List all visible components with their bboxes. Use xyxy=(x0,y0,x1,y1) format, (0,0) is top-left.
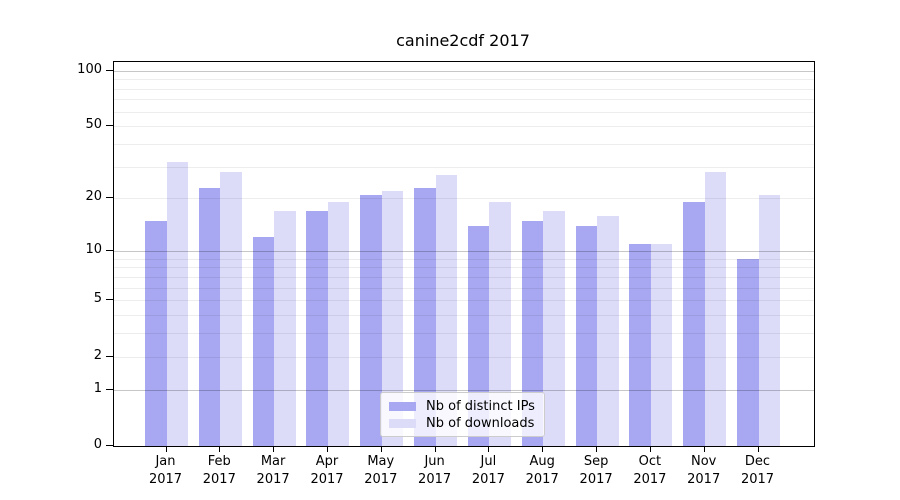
chart-title: canine2cdf 2017 xyxy=(396,31,530,50)
x-tick-mark-aug xyxy=(542,446,544,452)
gridline-10 xyxy=(114,251,814,252)
x-tick-label-jan: Jan 2017 xyxy=(148,454,183,487)
y-tick-label-20: 20 xyxy=(85,189,102,205)
bar-distinct-ips-oct xyxy=(629,243,651,446)
y-tick-mark-100 xyxy=(106,69,113,71)
gridline-4 xyxy=(114,315,814,317)
legend-entry-distinct-ips: Nb of distinct IPs xyxy=(381,398,544,414)
bar-distinct-ips-may xyxy=(360,194,382,446)
x-tick-mark-sep xyxy=(596,446,598,452)
x-tick-label-aug: Aug 2017 xyxy=(525,454,559,487)
gridline-30 xyxy=(114,166,814,168)
bar-distinct-ips-sep xyxy=(575,225,598,446)
x-tick-mark-jul xyxy=(488,446,490,452)
gridline-6 xyxy=(114,287,814,289)
bar-downloads-jun xyxy=(435,175,458,446)
x-tick-label-dec: Dec 2017 xyxy=(740,454,775,487)
legend-swatch-distinct-ips-icon xyxy=(389,401,416,411)
x-tick-label-apr: Apr 2017 xyxy=(310,454,344,487)
y-tick-label-5: 5 xyxy=(93,291,102,307)
bar-distinct-ips-jul xyxy=(467,225,490,446)
bar-downloads-mar xyxy=(274,210,296,446)
bar-distinct-ips-dec xyxy=(737,258,759,446)
y-tick-mark-1 xyxy=(106,388,113,390)
legend-swatch-downloads-icon xyxy=(389,418,416,428)
x-tick-mark-nov xyxy=(703,446,705,452)
x-tick-mark-jan xyxy=(165,446,167,452)
y-tick-label-50: 50 xyxy=(85,117,102,133)
bars-layer xyxy=(114,62,814,446)
y-tick-mark-0 xyxy=(106,445,113,446)
y-tick-label-10: 10 xyxy=(85,242,102,257)
x-tick-mark-mar xyxy=(273,446,275,452)
y-tick-label-1: 1 xyxy=(93,380,102,396)
y-tick-mark-20 xyxy=(106,197,113,199)
gridline-3 xyxy=(114,333,814,335)
plot-area xyxy=(113,61,815,447)
bar-distinct-ips-aug xyxy=(521,220,544,446)
x-tick-mark-oct xyxy=(649,446,651,452)
gridline-100 xyxy=(114,70,814,72)
bar-downloads-may xyxy=(381,191,404,446)
bar-downloads-jan xyxy=(166,161,188,446)
legend-entry-downloads: Nb of downloads xyxy=(381,415,544,431)
bar-distinct-ips-nov xyxy=(683,202,705,446)
x-tick-mark-feb xyxy=(219,446,221,452)
gridline-80 xyxy=(114,88,814,90)
bar-downloads-feb xyxy=(220,172,242,446)
x-tick-label-may: May 2017 xyxy=(364,454,398,487)
gridline-2 xyxy=(114,356,814,358)
gridline-90 xyxy=(114,79,814,81)
x-tick-mark-jun xyxy=(434,446,436,452)
x-tick-label-nov: Nov 2017 xyxy=(687,454,721,487)
y-tick-mark-2 xyxy=(106,355,113,357)
bar-distinct-ips-feb xyxy=(198,187,221,446)
bar-downloads-aug xyxy=(543,210,565,446)
x-tick-label-feb: Feb 2017 xyxy=(202,454,236,487)
x-tick-mark-apr xyxy=(327,446,328,452)
bar-downloads-apr xyxy=(327,202,350,446)
bar-distinct-ips-mar xyxy=(252,237,275,446)
x-tick-label-sep: Sep 2017 xyxy=(579,454,613,487)
gridline-9 xyxy=(114,258,814,260)
x-tick-label-jun: Jun 2017 xyxy=(418,454,452,487)
x-tick-label-jul: Jul 2017 xyxy=(471,454,505,487)
legend-label-distinct-ips: Nb of distinct IPs xyxy=(426,398,535,414)
y-tick-label-100: 100 xyxy=(77,61,102,77)
y-tick-mark-10 xyxy=(106,250,113,251)
bar-distinct-ips-apr xyxy=(306,210,328,446)
gridline-50 xyxy=(114,126,814,128)
legend: Nb of distinct IPs Nb of downloads xyxy=(380,392,545,437)
gridline-1 xyxy=(114,389,814,391)
y-tick-mark-5 xyxy=(106,299,113,301)
gridline-70 xyxy=(114,99,814,101)
gridline-7 xyxy=(114,276,814,278)
gridline-5 xyxy=(114,300,814,302)
gridline-40 xyxy=(114,144,814,145)
bar-distinct-ips-jun xyxy=(414,187,436,446)
x-tick-label-oct: Oct 2017 xyxy=(633,454,667,487)
y-tick-mark-50 xyxy=(106,125,113,127)
bar-downloads-sep xyxy=(597,215,619,446)
gridline-8 xyxy=(114,267,814,269)
bar-downloads-oct xyxy=(650,243,673,446)
bar-downloads-jul xyxy=(489,202,511,446)
x-tick-mark-may xyxy=(380,446,382,452)
y-tick-label-2: 2 xyxy=(93,347,102,363)
legend-label-downloads: Nb of downloads xyxy=(426,415,535,431)
bar-downloads-nov xyxy=(704,172,727,446)
grid-layer xyxy=(114,62,814,446)
bar-downloads-dec xyxy=(758,194,781,446)
gridline-60 xyxy=(114,111,814,113)
gridline-20 xyxy=(114,198,814,200)
x-tick-label-mar: Mar 2017 xyxy=(256,454,290,487)
bar-distinct-ips-jan xyxy=(145,220,167,446)
y-tick-label-0: 0 xyxy=(93,437,102,452)
x-tick-mark-dec xyxy=(757,446,759,452)
